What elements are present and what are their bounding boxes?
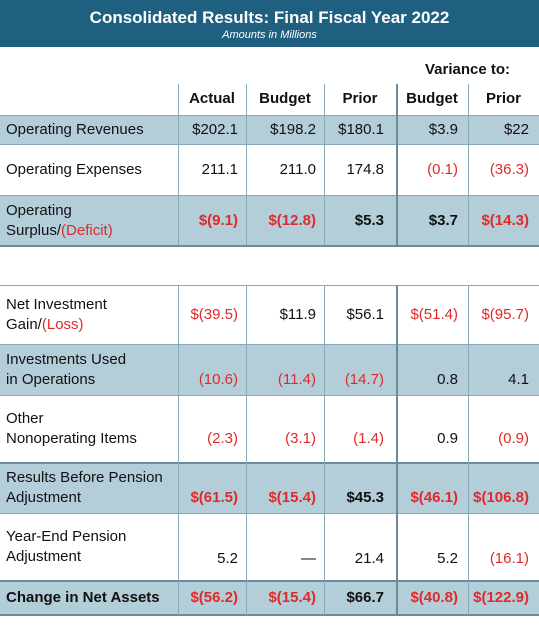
table-row: Other Nonoperating Items (2.3) (3.1) (1.4… [0,395,539,462]
row-label: Other Nonoperating Items [6,409,137,447]
cell-actual: 211.1 [201,161,238,178]
cell-actual: $(61.5) [190,489,238,506]
cell-budget: $(12.8) [268,212,316,229]
row-label: Net Investment Gain/(Loss) [6,295,107,333]
cell-budget: $198.2 [270,121,316,138]
divider [0,245,539,247]
column-divider [324,84,325,245]
row-label: Operating Expenses [6,160,142,178]
row-label: Operating Revenues [6,120,144,138]
divider [0,462,539,464]
column-divider [396,285,398,615]
cell-prior: (14.7) [344,371,384,388]
cell-variance-budget: $3.7 [428,212,458,229]
cell-budget: 211.0 [279,161,316,178]
column-divider [396,84,398,245]
column-divider [178,285,179,615]
cell-actual: (2.3) [207,430,238,447]
cell-variance-prior: (36.3) [489,161,529,178]
divider [0,285,539,286]
cell-budget: (3.1) [285,430,316,447]
divider [0,344,539,345]
table-row: Results Before Pension Adjustment $(61.5)… [0,462,539,513]
table-row: Year-End Pension Adjustment 5.2 — 21.4 5.… [0,513,539,580]
column-divider [324,285,325,615]
divider [0,580,539,582]
column-divider [246,84,247,245]
column-divider [468,84,469,245]
cell-actual: $(56.2) [190,589,238,606]
col-header-actual: Actual [189,89,235,107]
table-row: Investments Used in Operations (10.6) (11… [0,344,539,395]
cell-variance-budget: 5.2 [437,550,458,567]
row-label: Results Before Pension Adjustment [6,468,163,506]
divider [0,144,539,145]
table-header-banner: Consolidated Results: Final Fiscal Year … [0,0,539,47]
cell-variance-prior: $(106.8) [473,489,529,506]
row-label: Change in Net Assets [6,588,160,606]
cell-budget: $(15.4) [268,489,316,506]
cell-prior: $66.7 [346,589,384,606]
table-row: Net Investment Gain/(Loss) $(39.5) $11.9 … [0,285,539,344]
table-row: Operating Surplus/(Deficit) $(9.1) $(12.8… [0,195,539,246]
cell-actual: (10.6) [198,371,238,388]
cell-variance-prior: (16.1) [489,550,529,567]
divider [0,115,539,116]
cell-variance-budget: $3.9 [428,121,458,138]
col-header-budget: Budget [259,89,311,107]
cell-variance-prior: $(95.7) [481,306,529,323]
table-subtitle: Amounts in Millions [222,29,317,41]
cell-variance-prior: $(122.9) [473,589,529,606]
cell-prior: 21.4 [354,550,384,567]
cell-prior: $180.1 [338,121,384,138]
cell-variance-budget: (0.1) [427,161,458,178]
cell-actual: 5.2 [217,550,238,567]
cell-budget: $11.9 [279,306,316,323]
cell-actual: $(39.5) [190,306,238,323]
col-header-variance-prior: Prior [485,89,521,107]
column-divider [468,285,469,615]
cell-variance-budget: $(46.1) [410,489,458,506]
cell-variance-budget: $(51.4) [410,306,458,323]
col-header-prior: Prior [342,89,378,107]
cell-variance-budget: $(40.8) [410,589,458,606]
cell-actual: $(9.1) [198,212,238,229]
table-row: Operating Expenses 211.1 211.0 174.8 (0.… [0,144,539,195]
divider [0,395,539,396]
divider [0,513,539,514]
cell-variance-prior: (0.9) [498,430,529,447]
table-row: Change in Net Assets $(56.2) $(15.4) $66… [0,580,539,615]
cell-variance-budget: 0.9 [437,430,458,447]
cell-variance-prior: $(14.3) [481,212,529,229]
cell-prior: (1.4) [353,430,384,447]
cell-actual: $202.1 [192,121,238,138]
divider [0,195,539,196]
row-label: Operating Surplus/(Deficit) [6,201,113,239]
row-label: Investments Used in Operations [6,350,127,388]
cell-variance-prior: 4.1 [508,371,529,388]
row-label: Year-End Pension Adjustment [6,527,127,565]
table-title: Consolidated Results: Final Fiscal Year … [89,8,450,27]
cell-prior: 174.8 [346,161,384,178]
cell-prior: $5.3 [354,212,384,229]
cell-prior: $45.3 [346,489,384,506]
divider [0,614,539,616]
column-divider [246,285,247,615]
table-row: Operating Revenues $202.1 $198.2 $180.1 … [0,115,539,144]
cell-prior: $56.1 [346,306,384,323]
column-divider [178,84,179,245]
variance-heading: Variance to: [424,61,511,78]
cell-budget: — [301,550,316,567]
col-header-variance-budget: Budget [406,89,458,107]
cell-variance-budget: 0.8 [437,371,458,388]
cell-budget: $(15.4) [268,589,316,606]
cell-budget: (11.4) [277,371,316,388]
cell-variance-prior: $22 [503,121,529,138]
